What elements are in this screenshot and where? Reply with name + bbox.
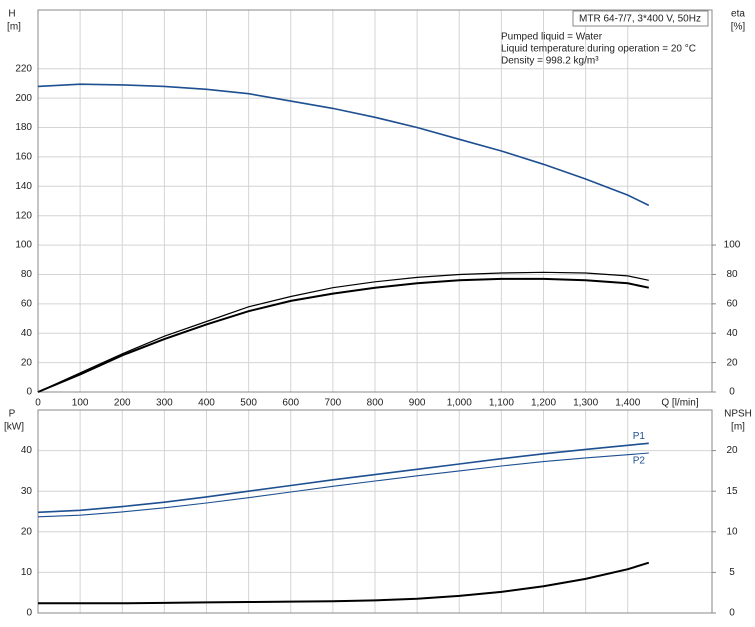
x-tick-label: 1,300 <box>573 398 598 409</box>
series-line <box>37 442 649 514</box>
y-axis-unit: [kW] <box>4 422 24 433</box>
x-tick-label: 300 <box>156 398 173 409</box>
y-tick-label: 120 <box>15 210 32 221</box>
x-axis-label: Q [l/min] <box>661 398 698 409</box>
y-tick-label: 180 <box>15 122 32 133</box>
y2-tick-label: 20 <box>726 445 738 456</box>
y-tick-label: 10 <box>21 567 33 578</box>
y2-axis-label: eta <box>731 9 745 20</box>
y2-tick-label: 20 <box>726 357 738 368</box>
annotation-box <box>572 10 709 27</box>
y-tick-label: 200 <box>15 93 32 104</box>
y-tick-label: 30 <box>21 486 33 497</box>
annotation: Liquid temperature during operation = 20… <box>501 44 696 55</box>
y2-tick-label: 80 <box>726 269 738 280</box>
x-tick-label: 800 <box>367 398 384 409</box>
y2-tick-label: 0 <box>729 608 735 619</box>
x-tick-label: 0 <box>35 398 41 409</box>
y-axis-unit: [m] <box>7 22 21 33</box>
y2-tick-label: 100 <box>724 240 741 251</box>
series-label: P1 <box>633 431 646 442</box>
x-tick-label: 1,400 <box>615 398 640 409</box>
y-tick-label: 100 <box>15 240 32 251</box>
y2-tick-label: 5 <box>729 567 735 578</box>
y-tick-label: 0 <box>26 608 32 619</box>
y2-tick-label: 60 <box>726 298 738 309</box>
x-tick-label: 100 <box>72 398 89 409</box>
y-tick-label: 20 <box>21 526 33 537</box>
y2-tick-label: 40 <box>726 328 738 339</box>
x-tick-label: 900 <box>409 398 426 409</box>
y-tick-label: 60 <box>21 298 33 309</box>
y-tick-label: 20 <box>21 357 33 368</box>
y-tick-label: 80 <box>21 269 33 280</box>
y2-axis-unit: [m] <box>731 422 745 433</box>
series-line <box>37 271 649 393</box>
plot-frame <box>37 9 713 393</box>
y-tick-label: 160 <box>15 152 32 163</box>
y-axis-label: H <box>8 9 15 20</box>
y-tick-label: 220 <box>15 63 32 74</box>
x-tick-label: 500 <box>240 398 257 409</box>
series-line <box>37 277 650 393</box>
x-tick-label: 400 <box>198 398 215 409</box>
annotation: Density = 998.2 kg/m³ <box>501 56 599 67</box>
y2-tick-label: 10 <box>726 526 738 537</box>
y-tick-label: 40 <box>21 328 33 339</box>
x-tick-label: 1,200 <box>531 398 556 409</box>
x-tick-label: 1,000 <box>447 398 472 409</box>
series-line <box>37 452 649 518</box>
y2-axis-label: NPSH <box>724 409 752 420</box>
x-tick-label: 600 <box>282 398 299 409</box>
y-axis-label: P <box>9 409 16 420</box>
y-tick-label: 40 <box>21 445 33 456</box>
series-line <box>38 561 650 605</box>
y-tick-label: 0 <box>26 387 32 398</box>
x-tick-label: 1,100 <box>489 398 514 409</box>
annotation: Pumped liquid = Water <box>501 32 603 43</box>
y-tick-label: 140 <box>15 181 32 192</box>
y2-tick-label: 15 <box>726 486 738 497</box>
x-tick-label: 200 <box>114 398 131 409</box>
y2-axis-unit: [%] <box>731 22 746 33</box>
annotation-box-text: MTR 64-7/7, 3*400 V, 50Hz <box>579 14 701 25</box>
series-label: P2 <box>633 456 646 467</box>
series-line <box>37 83 650 207</box>
y2-tick-label: 0 <box>729 387 735 398</box>
x-tick-label: 700 <box>325 398 342 409</box>
